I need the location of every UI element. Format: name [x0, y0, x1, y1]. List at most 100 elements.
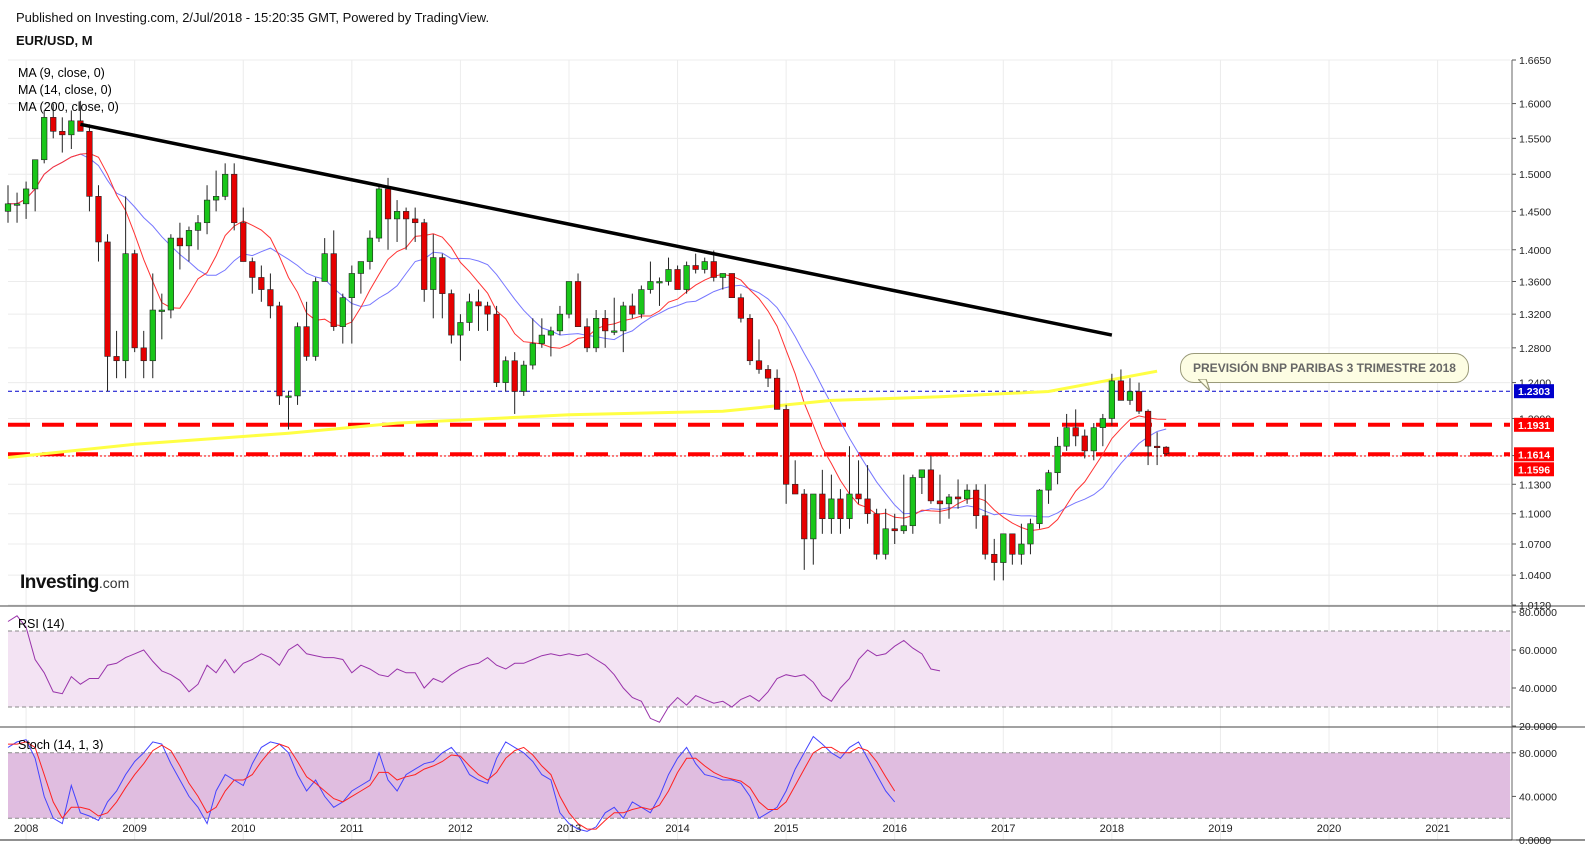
- candle-down: [954, 496, 962, 500]
- y-tick-label: 1.1000: [1519, 509, 1551, 521]
- candle-up: [593, 318, 600, 349]
- investing-logo[interactable]: Investing.com: [20, 572, 129, 594]
- x-tick-label: 2009: [122, 823, 146, 835]
- candle-up: [529, 343, 536, 366]
- candle-up: [466, 301, 473, 323]
- candle-down: [1144, 410, 1152, 447]
- candle-down: [855, 493, 862, 500]
- x-tick-label: 2021: [1425, 823, 1449, 835]
- ma200-legend: MA (200, close, 0): [18, 100, 119, 114]
- oscillator-lines: [7, 615, 941, 832]
- candle-up: [41, 117, 48, 161]
- y-tick-label: 1.3200: [1519, 309, 1551, 321]
- candle-up: [357, 261, 364, 274]
- candle-down: [737, 297, 745, 319]
- candle-down: [412, 218, 419, 224]
- logo-suffix: .com: [98, 575, 130, 591]
- stoch-d-line: [8, 741, 896, 830]
- candle-up: [665, 269, 672, 282]
- candle-up: [375, 188, 383, 239]
- rsi-tick-label: 20.0000: [1519, 721, 1557, 733]
- candle-up: [701, 261, 708, 270]
- published-caption: Published on Investing.com, 2/Jul/2018 -…: [16, 10, 490, 25]
- candle-down: [755, 360, 763, 370]
- candle-up: [538, 334, 545, 344]
- y-tick-label: 1.6000: [1519, 99, 1551, 111]
- candle-down: [249, 261, 256, 278]
- candle-up: [13, 203, 21, 206]
- candle-down: [1072, 427, 1079, 437]
- rsi-legend: RSI (14): [18, 617, 65, 631]
- candle-down: [583, 326, 591, 349]
- candle-up: [1054, 445, 1061, 474]
- candle-up: [1045, 472, 1052, 491]
- candle-down: [837, 498, 844, 520]
- candle-up: [647, 281, 654, 290]
- candle-up: [1063, 427, 1070, 447]
- price-label: 1.2303: [1518, 386, 1550, 398]
- candle-up: [194, 222, 202, 231]
- candle-up: [620, 305, 627, 332]
- price-label: 1.1931: [1518, 420, 1550, 432]
- candle-up: [393, 211, 401, 220]
- rsi-line: [7, 615, 941, 723]
- x-tick-label: 2008: [14, 823, 38, 835]
- rsi-tick-label: 80.0000: [1519, 607, 1557, 619]
- price-label-bg: [1514, 417, 1554, 432]
- price-label-bg: [1514, 447, 1554, 462]
- x-tick-label: 2016: [882, 823, 906, 835]
- candle-down: [574, 281, 582, 327]
- price-label: 1.1596: [1518, 464, 1550, 476]
- candle-down: [86, 131, 93, 197]
- candle-up: [638, 289, 645, 315]
- candle-down: [692, 265, 699, 270]
- candle-down: [1117, 380, 1125, 401]
- bnp-forecast-callout: PREVISIÓN BNP PARIBAS 3 TRIMESTRE 2018: [1180, 353, 1469, 383]
- stoch-k-line: [7, 735, 896, 832]
- price-label: 1.1614: [1518, 449, 1550, 461]
- candle-down: [819, 493, 826, 520]
- candle-down: [384, 188, 392, 220]
- candle-down: [439, 257, 446, 294]
- candle-up: [918, 469, 925, 478]
- candle-down: [59, 131, 66, 136]
- candle-down: [801, 493, 808, 540]
- stoch-tick-label: 40.0000: [1519, 791, 1557, 803]
- candle-down: [927, 469, 935, 502]
- horizontal-levels: [8, 390, 1510, 457]
- stoch-tick-label: 0.0000: [1519, 835, 1551, 847]
- candle-up: [1126, 391, 1134, 401]
- rsi-band: [8, 631, 1510, 707]
- y-tick-label: 1.4000: [1519, 245, 1551, 257]
- candle-down: [176, 237, 184, 247]
- x-tick-label: 2013: [557, 823, 581, 835]
- x-tick-label: 2014: [665, 823, 689, 835]
- rsi-tick-label: 60.0000: [1519, 645, 1557, 657]
- candle-down: [1163, 446, 1170, 455]
- candle-up: [457, 322, 464, 336]
- y-tick-label: 1.0700: [1519, 539, 1551, 551]
- y-tick-label: 1.6650: [1519, 55, 1551, 67]
- candle-up: [520, 364, 527, 392]
- candle-up: [1036, 489, 1043, 525]
- axes: [0, 59, 1585, 841]
- candle-up: [22, 188, 30, 205]
- candle-down: [773, 377, 781, 410]
- candle-up: [1099, 418, 1106, 428]
- candle-down: [511, 360, 518, 392]
- candle-down: [746, 318, 754, 362]
- candle-down: [303, 326, 310, 357]
- candle-up: [149, 309, 156, 362]
- candle-down: [792, 483, 799, 495]
- candle-down: [891, 528, 898, 532]
- candle-up: [565, 281, 573, 315]
- candle-down: [764, 369, 772, 379]
- candle-up: [964, 489, 971, 500]
- candle-up: [547, 330, 554, 336]
- candle-up: [1018, 543, 1025, 555]
- candle-up: [68, 120, 75, 136]
- candle-down: [104, 241, 111, 357]
- y-tick-label: 1.0400: [1519, 570, 1551, 582]
- candle-up: [366, 237, 374, 262]
